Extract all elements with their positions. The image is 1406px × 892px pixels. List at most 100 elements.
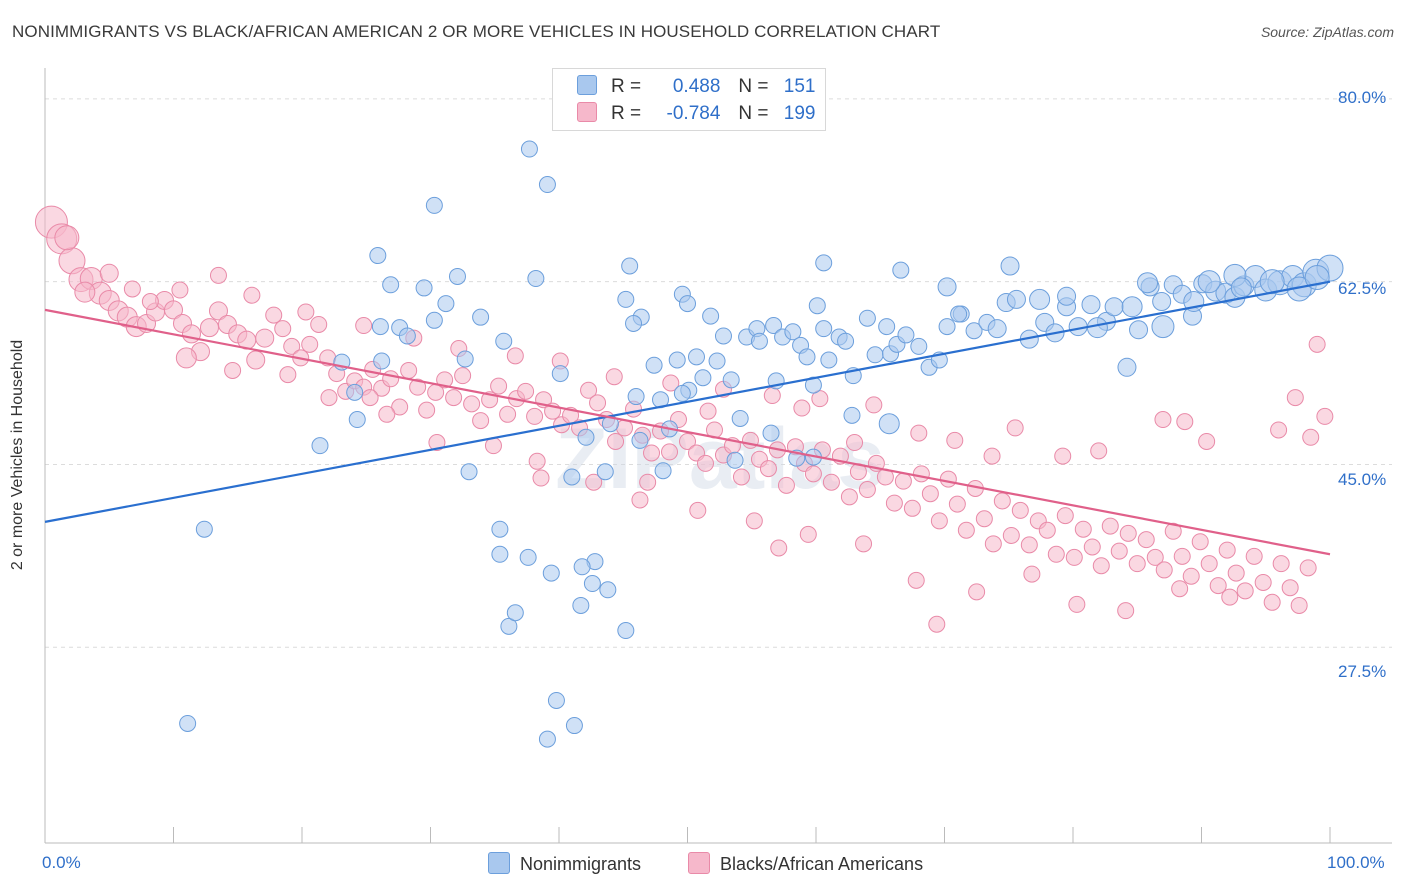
legend-n-value: 151 xyxy=(783,76,816,97)
blacks-point xyxy=(699,402,717,420)
nonimmigrants-point xyxy=(369,247,387,265)
blacks-point xyxy=(745,512,763,530)
nonimmigrants-point xyxy=(415,279,433,297)
blacks-point xyxy=(1006,419,1024,437)
nonimmigrants-point xyxy=(937,277,957,297)
blacks-point xyxy=(732,468,750,486)
blacks-point xyxy=(1164,522,1182,540)
blacks-point xyxy=(472,412,490,430)
blacks-point xyxy=(1083,538,1101,556)
y-tick-45: 45.0% xyxy=(1338,470,1387,489)
blacks-point xyxy=(1171,580,1189,598)
nonimmigrants-point xyxy=(398,327,416,345)
nonimmigrants-point xyxy=(645,356,663,374)
blacks-trend-line xyxy=(44,308,1331,556)
blacks-point xyxy=(957,521,975,539)
blacks-point xyxy=(1191,533,1209,551)
nonimmigrants-point xyxy=(563,468,581,486)
legend-r-label: R = xyxy=(611,76,642,97)
nonimmigrants-point xyxy=(708,352,726,370)
nonimmigrants-point xyxy=(583,575,601,593)
blacks-point xyxy=(1218,541,1236,559)
blacks-point xyxy=(1020,536,1038,554)
nonimmigrants-point xyxy=(425,311,443,329)
x-tick-left: 0.0% xyxy=(42,853,81,872)
blacks-point xyxy=(1056,507,1074,525)
nonimmigrants-point xyxy=(950,305,968,323)
nonimmigrants-point xyxy=(762,424,780,442)
blacks-point xyxy=(1176,413,1194,431)
legend-swatch-blue xyxy=(488,852,510,874)
nonimmigrants-point xyxy=(679,295,696,313)
blacks-point xyxy=(983,447,1001,465)
nonimmigrants-point xyxy=(815,254,833,272)
blacks-point xyxy=(1200,555,1218,573)
blacks-point xyxy=(1065,548,1083,566)
x-tick-right: 100.0% xyxy=(1327,853,1385,872)
nonimmigrants-point xyxy=(892,261,910,279)
nonimmigrants-point xyxy=(687,348,705,366)
nonimmigrants-point xyxy=(1129,320,1149,340)
blacks-point xyxy=(99,263,119,283)
nonimmigrants-point xyxy=(1081,295,1101,315)
blacks-point xyxy=(1198,432,1216,450)
nonimmigrants-point xyxy=(348,411,366,429)
blacks-point xyxy=(310,315,328,333)
blacks-point xyxy=(436,371,454,389)
blacks-point xyxy=(246,350,266,370)
nonimmigrants-point xyxy=(542,564,560,582)
blacks-point xyxy=(589,394,607,412)
blacks-point xyxy=(696,454,714,472)
nonimmigrants-point xyxy=(1259,269,1285,295)
blacks-point xyxy=(1209,577,1227,595)
blacks-point xyxy=(506,347,524,365)
blacks-point xyxy=(631,491,649,509)
blacks-point xyxy=(1110,542,1128,560)
blacks-point xyxy=(1290,596,1308,614)
blacks-point xyxy=(1272,555,1290,573)
blacks-point xyxy=(948,495,966,513)
blacks-point xyxy=(1308,335,1326,353)
blacks-point xyxy=(928,615,946,633)
nonimmigrants-point xyxy=(731,409,749,427)
blacks-point xyxy=(822,473,840,491)
nonimmigrants-point xyxy=(195,520,213,538)
nonimmigrants-point xyxy=(673,384,691,402)
blacks-point xyxy=(907,571,925,589)
nonimmigrants-point xyxy=(815,320,833,338)
nonimmigrants-point xyxy=(346,383,364,401)
blacks-point xyxy=(355,317,373,335)
nonimmigrants-point xyxy=(599,581,617,599)
blacks-point xyxy=(930,512,948,530)
nonimmigrants-point xyxy=(750,332,768,350)
nonimmigrants-point xyxy=(1117,357,1137,377)
nonimmigrants-point xyxy=(1029,288,1051,310)
legend-row-blacks: R = -0.784 N = 199 xyxy=(577,102,815,126)
y-tick-80: 80.0% xyxy=(1338,88,1387,107)
blacks-point xyxy=(526,407,544,425)
nonimmigrants-point xyxy=(965,322,983,340)
blacks-point xyxy=(777,476,795,494)
blacks-point xyxy=(1092,557,1110,575)
y-tick-62-5: 62.5% xyxy=(1338,279,1387,298)
blacks-point xyxy=(1002,526,1020,544)
blacks-point xyxy=(689,501,707,519)
blacks-point xyxy=(865,396,883,414)
blacks-point xyxy=(770,539,788,557)
series-nonimmigrants xyxy=(179,140,1344,748)
blacks-point xyxy=(255,328,275,348)
nonimmigrants-point xyxy=(625,314,643,332)
blacks-point xyxy=(759,460,777,478)
blacks-point xyxy=(391,398,409,416)
blacks-point xyxy=(490,377,508,395)
blacks-point xyxy=(209,266,227,284)
nonimmigrants-point xyxy=(538,730,556,748)
nonimmigrants-point xyxy=(456,350,474,368)
blacks-point xyxy=(1221,588,1239,606)
blacks-point xyxy=(378,405,396,423)
nonimmigrants-point xyxy=(858,309,876,327)
nonimmigrants-point xyxy=(843,406,861,424)
nonimmigrants-point xyxy=(617,290,635,308)
nonimmigrants-point xyxy=(1057,286,1077,306)
y-axis-label: 2 or more Vehicles in Household xyxy=(9,339,26,571)
